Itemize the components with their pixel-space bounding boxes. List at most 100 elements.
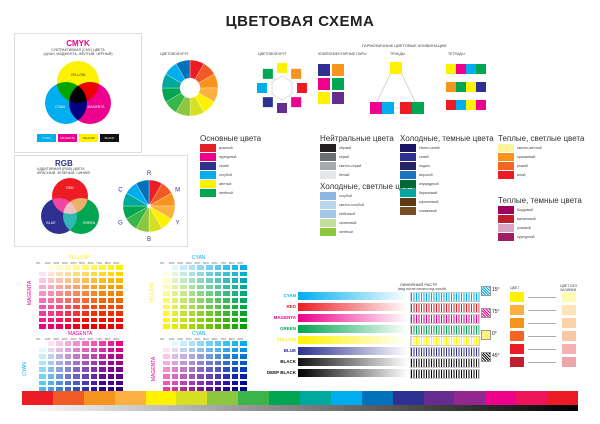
grid-cell: [196, 372, 205, 380]
palette-swatch: [320, 219, 336, 227]
grid-cell: [196, 283, 205, 291]
rgb-wheel-letter: M: [175, 188, 180, 194]
wheel1-title: ЦВЕТОВОЙ КРУГ: [160, 52, 189, 56]
grid-cell: [98, 290, 107, 297]
grid-cell: [162, 310, 171, 317]
grid-cell: [204, 270, 214, 278]
grid-cell: [196, 379, 205, 387]
cmyk-panel: CMYK СУБТРАКТИВНАЯ (CMY) ЦВЕТА (ЦИАН, МА…: [14, 33, 142, 153]
grid-cell: [213, 296, 223, 304]
grid-tick-label: 60%: [211, 261, 218, 265]
grid-cell: [89, 379, 99, 387]
grid-cell: [106, 346, 116, 354]
angle-label: 15°: [492, 287, 500, 293]
grid-cell: [239, 290, 248, 297]
grid-cell: [196, 290, 205, 297]
grid-tick-label: 10%: [44, 337, 51, 341]
palette-swatch: [200, 180, 216, 188]
grid-cell: [106, 277, 116, 284]
grid-tick-label: 40%: [194, 261, 201, 265]
raster-gradient: [298, 314, 408, 322]
wheel2-title: ЦВЕТОВОЙ КРУГ: [258, 52, 287, 56]
grid-cell: [115, 283, 124, 291]
grid-cell: [230, 372, 240, 380]
grid-cell: [222, 310, 231, 317]
grid-cell: [38, 353, 47, 360]
grid-cell: [38, 340, 47, 347]
grid-tick-label: 80%: [104, 337, 111, 341]
grid-cell: [204, 277, 214, 284]
spectrum-segment: [330, 391, 362, 405]
grid-cell: [55, 310, 64, 317]
raster-label: CYAN: [283, 293, 296, 298]
palette-item: белый: [320, 171, 385, 179]
grid-cell: [222, 296, 231, 304]
palette-swatch: [320, 162, 336, 170]
palette-swatch: [320, 201, 336, 209]
palette-swatch: [498, 153, 514, 161]
grid-cell: [115, 379, 124, 387]
grid-cell: [80, 346, 90, 354]
grid-cell: [239, 264, 248, 271]
color-wheel-1: [161, 59, 219, 117]
palette-swatch-label: бирюзовый: [419, 191, 438, 195]
palette-item: светло-голубой: [320, 201, 385, 209]
grid-tick-label: 80%: [228, 261, 235, 265]
grid-cell: [179, 296, 188, 304]
wheel-segment: [135, 179, 150, 205]
grid-cell: [46, 310, 56, 317]
palette-item: пурпурный: [498, 233, 563, 241]
grid-cell: [239, 283, 248, 291]
raster-gradient: [298, 369, 408, 377]
cmyk-chip: MAGENTA: [58, 134, 77, 142]
grid-cell: [196, 340, 205, 347]
palette-swatch-label: малиновый: [517, 217, 536, 221]
wheel2-swatch: [257, 83, 267, 93]
palette-item: салатовый: [320, 219, 385, 227]
grid-cell: [89, 316, 99, 324]
palette-item: коричневый: [400, 198, 465, 206]
palette-swatch-label: синий: [419, 155, 429, 159]
palette-swatch: [400, 180, 416, 188]
warm-swatch: [510, 357, 524, 367]
rgb-wheel-letter: G: [118, 221, 123, 227]
grid-cell: [213, 372, 223, 380]
grid-cell: [38, 283, 47, 291]
palette-heading: Холодные, светлые цвета: [320, 182, 417, 191]
palette-swatch-label: алый: [517, 173, 526, 177]
grid-cell: [230, 353, 240, 360]
palette-swatch: [200, 153, 216, 161]
grid-cell: [55, 346, 64, 354]
grid-tick-label: 70%: [96, 337, 103, 341]
grayscale-bar: [22, 405, 578, 411]
grid-side-label: MAGENTA: [151, 356, 158, 382]
grid-cell: [162, 303, 171, 311]
grid-cell: [162, 366, 171, 373]
grid-tick-row: 0% 10% 20% 30% 40% 50% 60% 70% 80% 90%: [36, 337, 122, 341]
warm-connector: [528, 349, 556, 350]
grid-cell: [80, 290, 90, 297]
grid-cell: [55, 270, 64, 278]
grid-cell: [230, 346, 240, 354]
grid-cell: [38, 379, 47, 387]
palette-swatch-label: белый: [339, 173, 350, 177]
grid-cell: [38, 316, 47, 324]
grid-tick-label: 40%: [194, 337, 201, 341]
palette-item: жёлтый: [200, 180, 265, 188]
grid-cell: [170, 296, 180, 304]
grid-cell: [204, 316, 214, 324]
grid-cell: [196, 316, 205, 324]
grid-cell: [170, 353, 180, 360]
grid-cell: [46, 283, 56, 291]
grid-cell: [55, 296, 64, 304]
grid-cell: [204, 340, 214, 347]
grid-tick-label: 20%: [53, 337, 60, 341]
grid-cell: [170, 323, 180, 330]
grid-tick-label: 0%: [36, 337, 41, 341]
grid-cell: [213, 366, 223, 373]
palette-item: индиго: [400, 162, 465, 170]
grid-tick-label: 30%: [61, 337, 68, 341]
grid-cell: [106, 316, 116, 324]
grid-cell: [38, 359, 47, 367]
grid-cell: [187, 340, 197, 347]
